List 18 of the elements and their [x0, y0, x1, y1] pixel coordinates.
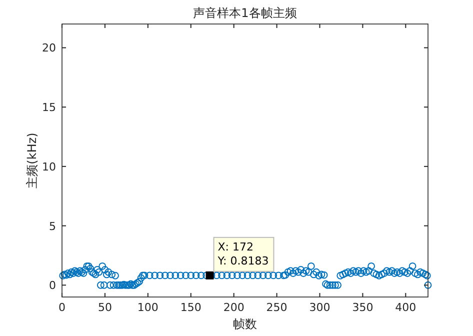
- x-axis-title: 帧数: [233, 317, 257, 331]
- x-tick-label: 50: [98, 301, 112, 314]
- x-tick-label: 300: [309, 301, 330, 314]
- x-tick-label: 200: [223, 301, 244, 314]
- y-tick-label: 0: [49, 279, 56, 292]
- x-tick-label: 100: [137, 301, 158, 314]
- y-axis-title: 主频(kHz): [25, 132, 39, 188]
- y-tick-label: 5: [49, 220, 56, 233]
- y-tick-label: 20: [42, 42, 56, 55]
- y-tick-label: 15: [42, 101, 56, 114]
- x-tick-label: 150: [180, 301, 202, 314]
- y-tick-label: 10: [42, 160, 56, 174]
- x-tick-label: 350: [352, 301, 374, 314]
- chart-title: 声音样本1各帧主频: [193, 6, 297, 20]
- x-tick-label: 0: [58, 301, 66, 314]
- x-tick-label: 400: [395, 301, 416, 314]
- annotation: X: 172 Y: 0.8183: [216, 240, 269, 268]
- x-tick-label: 250: [266, 301, 288, 314]
